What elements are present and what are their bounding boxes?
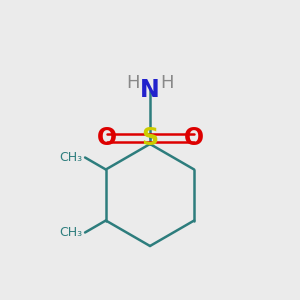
- Text: CH₃: CH₃: [59, 226, 82, 239]
- Text: CH₃: CH₃: [59, 151, 82, 164]
- Text: H: H: [160, 74, 173, 92]
- Text: O: O: [96, 126, 117, 150]
- Text: H: H: [127, 74, 140, 92]
- Text: N: N: [140, 78, 160, 102]
- Text: O: O: [183, 126, 204, 150]
- Text: S: S: [141, 126, 159, 150]
